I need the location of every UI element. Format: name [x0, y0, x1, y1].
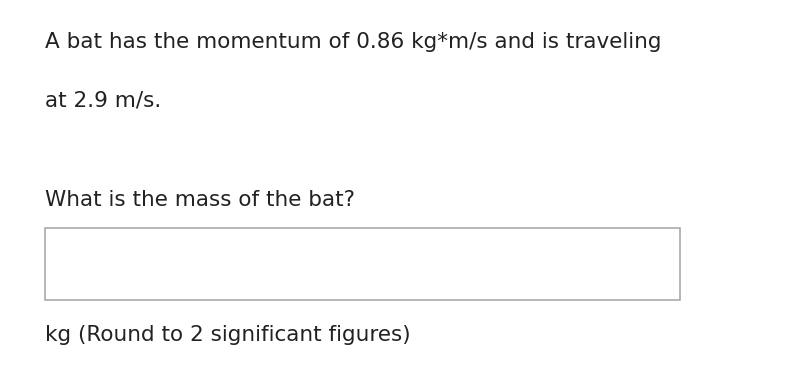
Text: What is the mass of the bat?: What is the mass of the bat? [45, 190, 355, 210]
Text: A bat has the momentum of 0.86 kg*m/s and is traveling: A bat has the momentum of 0.86 kg*m/s an… [45, 32, 662, 52]
Text: kg (Round to 2 significant figures): kg (Round to 2 significant figures) [45, 325, 410, 345]
Bar [45, 228, 680, 300]
Text: at 2.9 m/s.: at 2.9 m/s. [45, 90, 162, 110]
